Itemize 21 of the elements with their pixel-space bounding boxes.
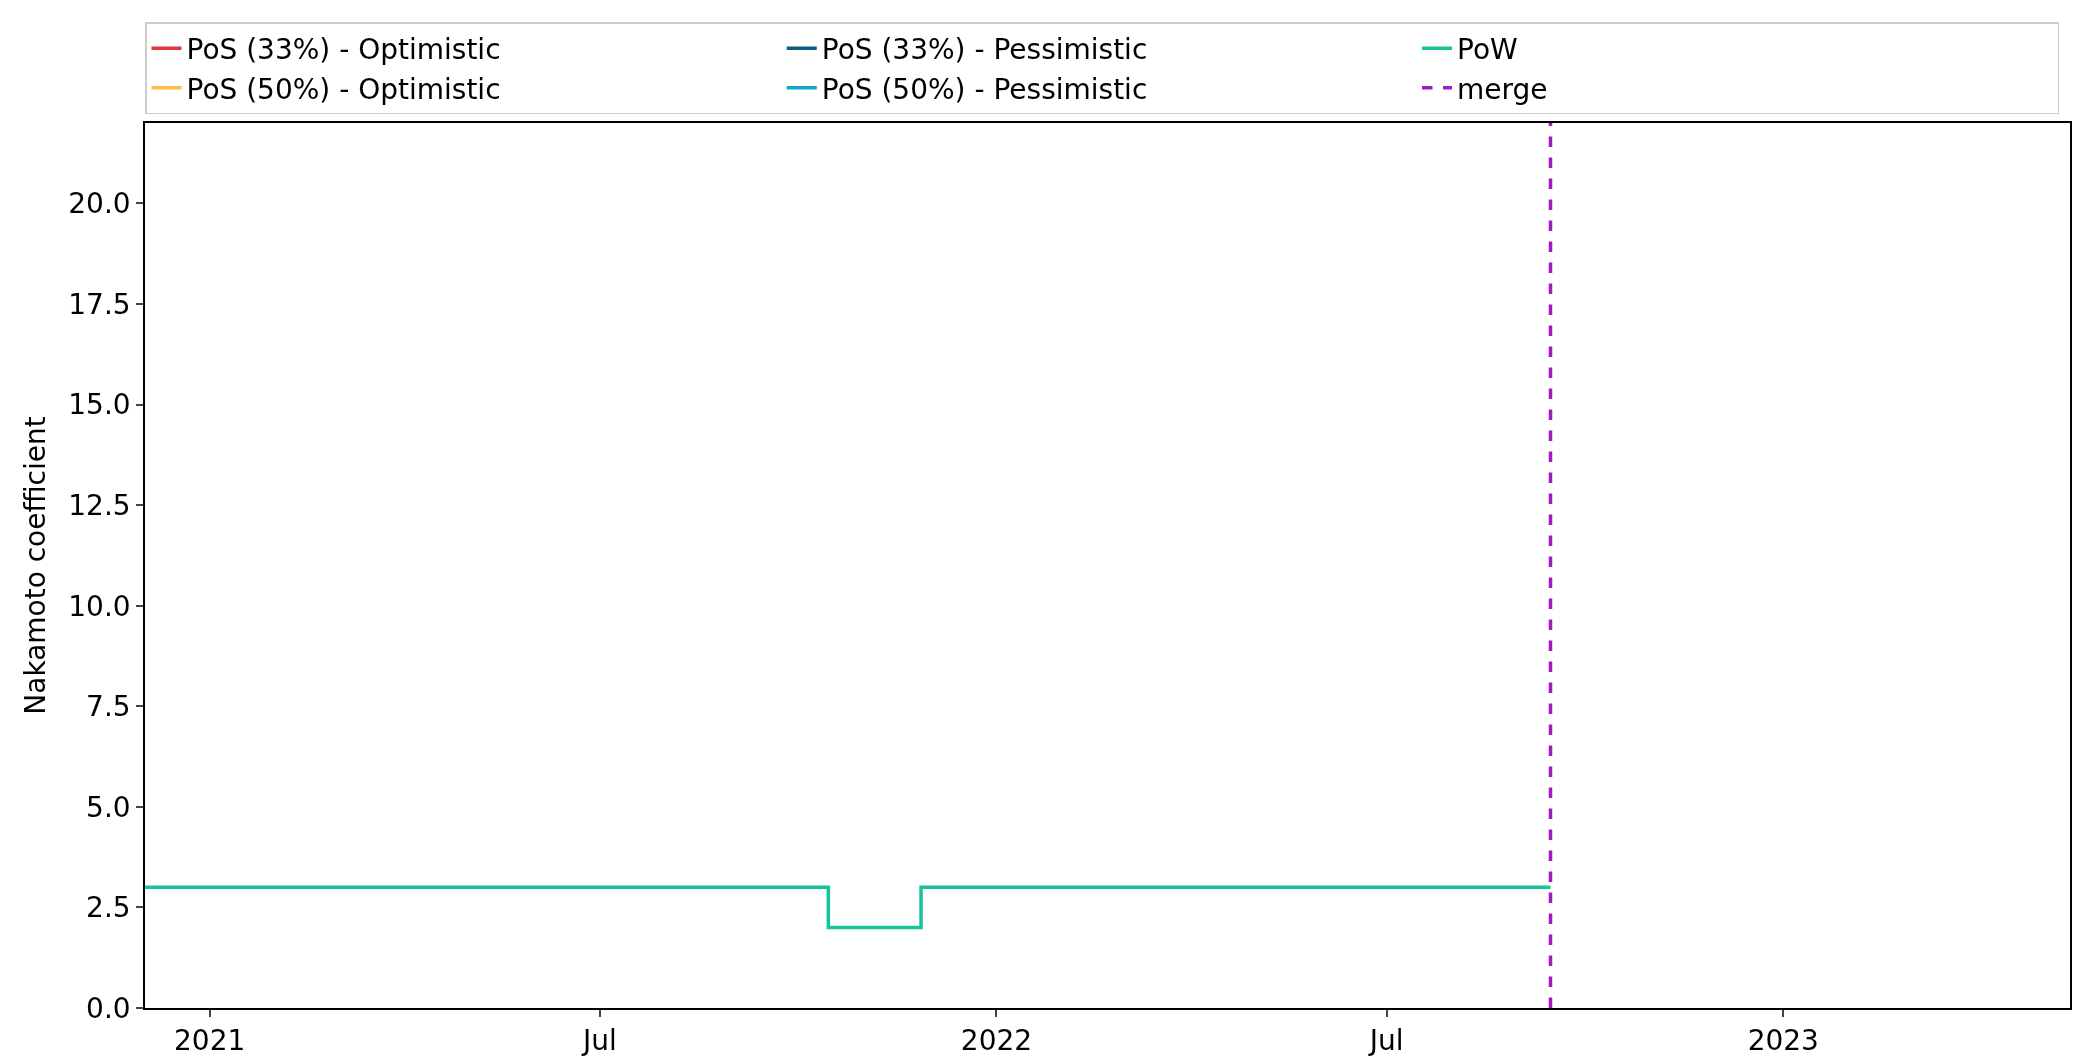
x-tick-label: 2021 [174,1024,246,1058]
legend-label: PoS (33%) - Pessimistic [821,33,1148,67]
x-tick-label: Jul [1367,1024,1404,1058]
x-tick-label: 2022 [960,1024,1033,1058]
y-tick-label: 7.5 [86,690,131,724]
y-tick-label: 17.5 [68,287,131,321]
legend-label: PoS (50%) - Pessimistic [821,72,1148,106]
legend-label: PoS (50%) - Optimistic [186,72,501,106]
y-axis-title: Nakamoto coefficient [18,416,52,715]
x-tick-label: 2023 [1747,1024,1819,1058]
legend-label: PoW [1457,33,1518,67]
legend-label: merge [1457,72,1548,106]
x-tick-label: Jul [580,1024,617,1058]
legend-label: PoS (33%) - Optimistic [186,33,501,67]
y-tick-label: 15.0 [68,388,131,422]
y-tick-label: 5.0 [86,790,131,824]
y-tick-label: 12.5 [68,488,131,522]
y-tick-label: 0.0 [86,991,131,1025]
y-tick-label: 2.5 [86,891,131,925]
y-tick-label: 20.0 [68,187,131,221]
y-tick-label: 10.0 [68,589,131,623]
